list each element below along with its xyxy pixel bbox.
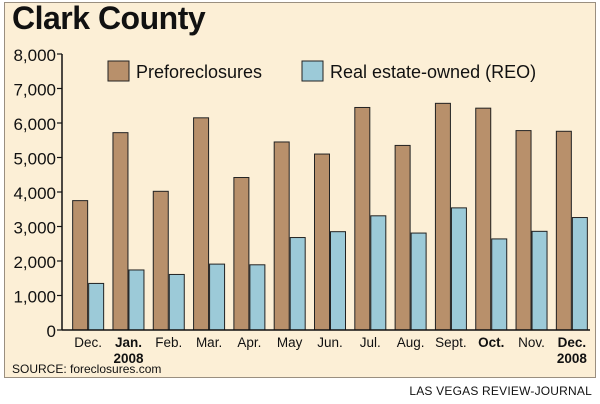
preforeclosures-bar xyxy=(434,102,451,331)
x-tick-label: Feb. xyxy=(155,335,182,350)
preforeclosures-bar xyxy=(112,132,129,331)
reo-bar xyxy=(410,232,427,331)
y-axis: 0 1,000 2,000 3,000 4,000 5,000 6,000 7,000 8,00… xyxy=(13,46,63,341)
chart-title: Clark County xyxy=(12,0,206,36)
preforeclosures-bar xyxy=(193,117,210,331)
reo-bar xyxy=(370,215,387,331)
preforeclosures-bar xyxy=(354,106,371,331)
bars xyxy=(72,102,588,331)
preforeclosures-bar xyxy=(152,190,169,331)
y-tick-label: 4,000 xyxy=(13,184,56,203)
legend-swatch-preforeclosures xyxy=(107,60,130,82)
bar-chart: 0 1,000 2,000 3,000 4,000 5,000 6,000 7,000 8,00… xyxy=(13,46,590,366)
x-tick-label: Aug. xyxy=(397,335,425,350)
reo-bar xyxy=(330,231,346,331)
y-tick-label: 1,000 xyxy=(13,288,56,307)
y-tick-label: 7,000 xyxy=(13,81,56,100)
x-tick-label: Nov. xyxy=(518,335,545,350)
x-tick-label: Mar. xyxy=(196,335,222,350)
preforeclosures-bar xyxy=(394,144,411,331)
preforeclosures-bar xyxy=(314,153,330,331)
y-tick-label: 6,000 xyxy=(13,115,56,134)
reo-bar xyxy=(209,263,226,331)
x-tick-label: Dec. xyxy=(74,335,102,350)
x-tick-label: Apr. xyxy=(237,335,261,350)
legend: Preforeclosures Real estate-owned (REO) xyxy=(107,60,536,82)
y-tick-label: 0 xyxy=(47,322,56,341)
x-tick-label: 2008 xyxy=(557,351,588,366)
source-note: SOURCE: foreclosures.com xyxy=(12,362,162,376)
preforeclosures-bar xyxy=(555,130,572,331)
preforeclosures-bar xyxy=(273,141,290,331)
reo-bar xyxy=(289,237,306,331)
x-tick-label: May xyxy=(277,335,303,350)
x-tick-label: Jan. xyxy=(115,335,142,350)
y-tick-label: 5,000 xyxy=(13,150,56,169)
x-tick-label: Oct. xyxy=(478,335,504,350)
y-tick-label: 8,000 xyxy=(13,46,56,65)
y-tick-label: 2,000 xyxy=(13,253,56,272)
reo-bar xyxy=(491,238,508,331)
preforeclosures-bar xyxy=(515,130,532,331)
reo-bar xyxy=(571,217,588,331)
reo-bar xyxy=(450,207,467,331)
legend-swatch-reo xyxy=(301,60,324,82)
x-tick-label: 2008 xyxy=(113,351,144,366)
reo-bar xyxy=(249,264,266,331)
legend-label: Real estate-owned (REO) xyxy=(330,62,536,82)
x-tick-label: Jun. xyxy=(317,335,343,350)
reo-bar xyxy=(168,273,185,331)
x-tick-label: Dec. xyxy=(558,335,587,350)
preforeclosures-bar xyxy=(475,107,492,331)
y-tick-label: 3,000 xyxy=(13,219,56,238)
reo-bar xyxy=(128,269,145,331)
x-tick-label: Jul. xyxy=(360,335,381,350)
credit-line: LAS VEGAS REVIEW-JOURNAL xyxy=(409,384,592,398)
reo-bar xyxy=(531,230,548,331)
preforeclosures-bar xyxy=(233,177,250,331)
preforeclosures-bar xyxy=(72,200,89,331)
reo-bar xyxy=(88,282,105,331)
x-tick-label: Sept. xyxy=(435,335,467,350)
legend-label: Preforeclosures xyxy=(136,62,262,82)
